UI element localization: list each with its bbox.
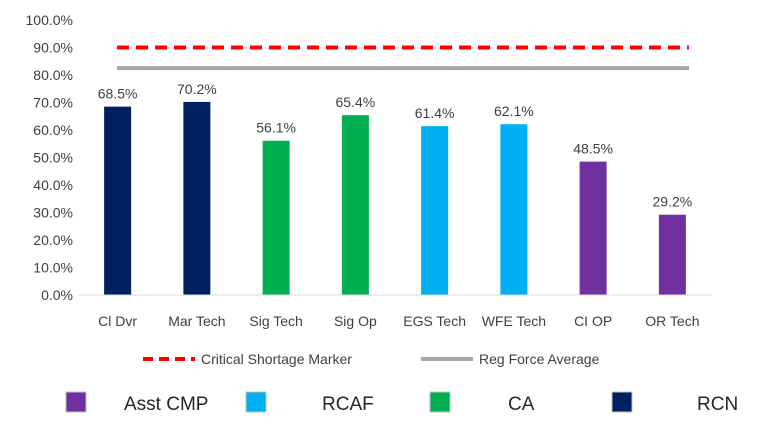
category-label-ci-op: CI OP bbox=[574, 313, 612, 329]
legend-label-rcn: RCN bbox=[697, 394, 738, 415]
bar-wfe-tech bbox=[500, 124, 528, 295]
bar-mar-tech bbox=[183, 101, 211, 295]
data-label-sig-tech: 56.1% bbox=[256, 120, 296, 136]
data-label-or-tech: 29.2% bbox=[653, 194, 693, 210]
y-tick-label: 70.0% bbox=[33, 95, 73, 111]
y-tick-label: 100.0% bbox=[26, 12, 73, 28]
bar-egs-tech bbox=[421, 126, 449, 296]
reference-lines bbox=[117, 45, 689, 71]
bars: 68.5% 70.2% 56.1% 65.4% 61.4% 62.1% 48.5% 29.2% bbox=[98, 81, 693, 296]
bar-cl-dvr bbox=[104, 106, 132, 295]
data-label-cl-dvr: 68.5% bbox=[98, 86, 138, 102]
y-tick-label: 90.0% bbox=[33, 40, 73, 56]
bar-sig-op bbox=[341, 115, 369, 296]
bar-or-tech bbox=[658, 214, 686, 295]
category-label-mar-tech: Mar Tech bbox=[168, 313, 225, 329]
category-labels: Cl Dvr Mar Tech Sig Tech Sig Op EGS Tech WFE … bbox=[98, 313, 699, 329]
legend-swatch-asst-cmp bbox=[65, 391, 87, 413]
category-label-sig-tech: Sig Tech bbox=[249, 313, 302, 329]
data-label-egs-tech: 61.4% bbox=[415, 105, 455, 121]
bar-sig-tech bbox=[262, 140, 290, 295]
legend-label-rcaf: RCAF bbox=[322, 394, 374, 415]
data-label-sig-op: 65.4% bbox=[336, 94, 376, 110]
category-label-wfe-tech: WFE Tech bbox=[482, 313, 546, 329]
reference-line-legend: Critical Shortage Marker Reg Force Averag… bbox=[143, 351, 600, 367]
legend-swatch-ca bbox=[429, 391, 451, 413]
bar-ci-op bbox=[579, 161, 607, 295]
y-tick-label: 50.0% bbox=[33, 150, 73, 166]
legend-label-reg-force-average: Reg Force Average bbox=[479, 351, 600, 367]
category-label-sig-op: Sig Op bbox=[334, 313, 377, 329]
group-legend: Asst CMP RCAF CA RCN bbox=[65, 391, 738, 415]
category-label-cl-dvr: Cl Dvr bbox=[98, 313, 137, 329]
data-label-mar-tech: 70.2% bbox=[177, 81, 217, 97]
y-tick-label: 60.0% bbox=[33, 122, 73, 138]
legend-label-critical-shortage-marker: Critical Shortage Marker bbox=[201, 351, 352, 367]
category-label-or-tech: OR Tech bbox=[645, 313, 699, 329]
category-label-egs-tech: EGS Tech bbox=[403, 313, 466, 329]
y-axis: 0.0% 10.0% 20.0% 30.0% 40.0% 50.0% 60.0% 70.0% 8… bbox=[26, 12, 73, 303]
y-tick-label: 80.0% bbox=[33, 67, 73, 83]
y-tick-label: 20.0% bbox=[33, 232, 73, 248]
legend-swatch-rcn bbox=[611, 391, 633, 413]
y-tick-label: 40.0% bbox=[33, 177, 73, 193]
y-tick-label: 30.0% bbox=[33, 205, 73, 221]
data-label-ci-op: 48.5% bbox=[573, 141, 613, 157]
y-tick-label: 10.0% bbox=[33, 260, 73, 276]
y-tick-label: 0.0% bbox=[41, 287, 73, 303]
legend-label-ca: CA bbox=[508, 394, 535, 415]
data-label-wfe-tech: 62.1% bbox=[494, 103, 534, 119]
legend-swatch-rcaf bbox=[245, 391, 267, 413]
legend-label-asst-cmp: Asst CMP bbox=[124, 394, 208, 415]
